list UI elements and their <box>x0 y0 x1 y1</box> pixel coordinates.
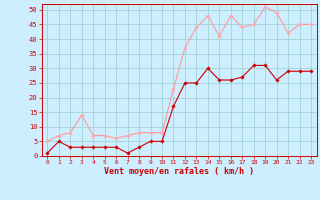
X-axis label: Vent moyen/en rafales ( km/h ): Vent moyen/en rafales ( km/h ) <box>104 167 254 176</box>
